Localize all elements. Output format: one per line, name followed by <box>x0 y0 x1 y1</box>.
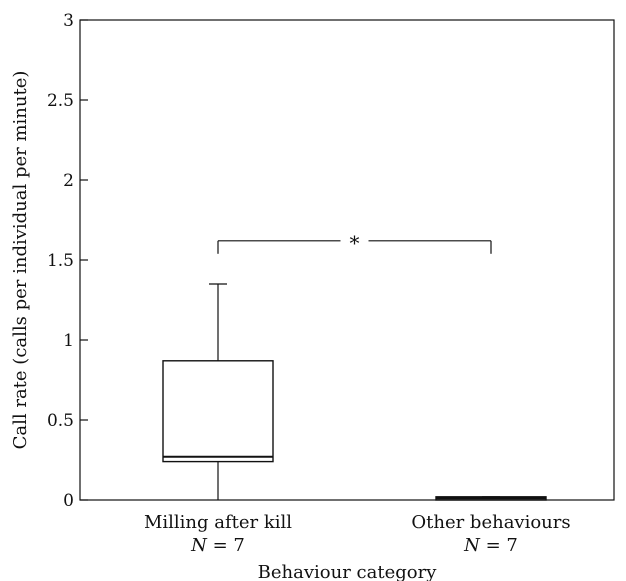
y-axis-title: Call rate (calls per individual per minu… <box>10 71 31 450</box>
box-series <box>162 283 547 501</box>
annotations: * <box>217 231 492 255</box>
box-group <box>435 496 547 501</box>
y-tick-label: 0.5 <box>47 411 74 431</box>
y-axis-ticks: 0 0.5 1 1.5 2 2.5 3 <box>47 11 88 511</box>
y-tick-label: 3 <box>63 11 74 31</box>
sample-size-label: N = 7 <box>190 535 245 556</box>
box-iqr <box>162 360 274 463</box>
y-tick-label: 2.5 <box>47 91 74 111</box>
category-label: Milling after kill <box>144 512 292 533</box>
n-symbol: N <box>463 535 481 556</box>
category-label: Other behaviours <box>411 512 570 533</box>
n-symbol: N <box>190 535 208 556</box>
y-tick-label: 0 <box>63 491 74 511</box>
box-group <box>162 283 274 500</box>
sample-size-label: N = 7 <box>463 535 518 556</box>
y-tick-label: 2 <box>63 171 74 191</box>
plot-area-frame <box>79 19 615 501</box>
n-value: = 7 <box>480 535 518 556</box>
significance-asterisk: * <box>350 231 360 255</box>
n-value: = 7 <box>207 535 245 556</box>
y-tick-label: 1.5 <box>47 251 74 271</box>
y-tick-label: 1 <box>63 331 74 351</box>
x-axis-title: Behaviour category <box>258 562 438 581</box>
